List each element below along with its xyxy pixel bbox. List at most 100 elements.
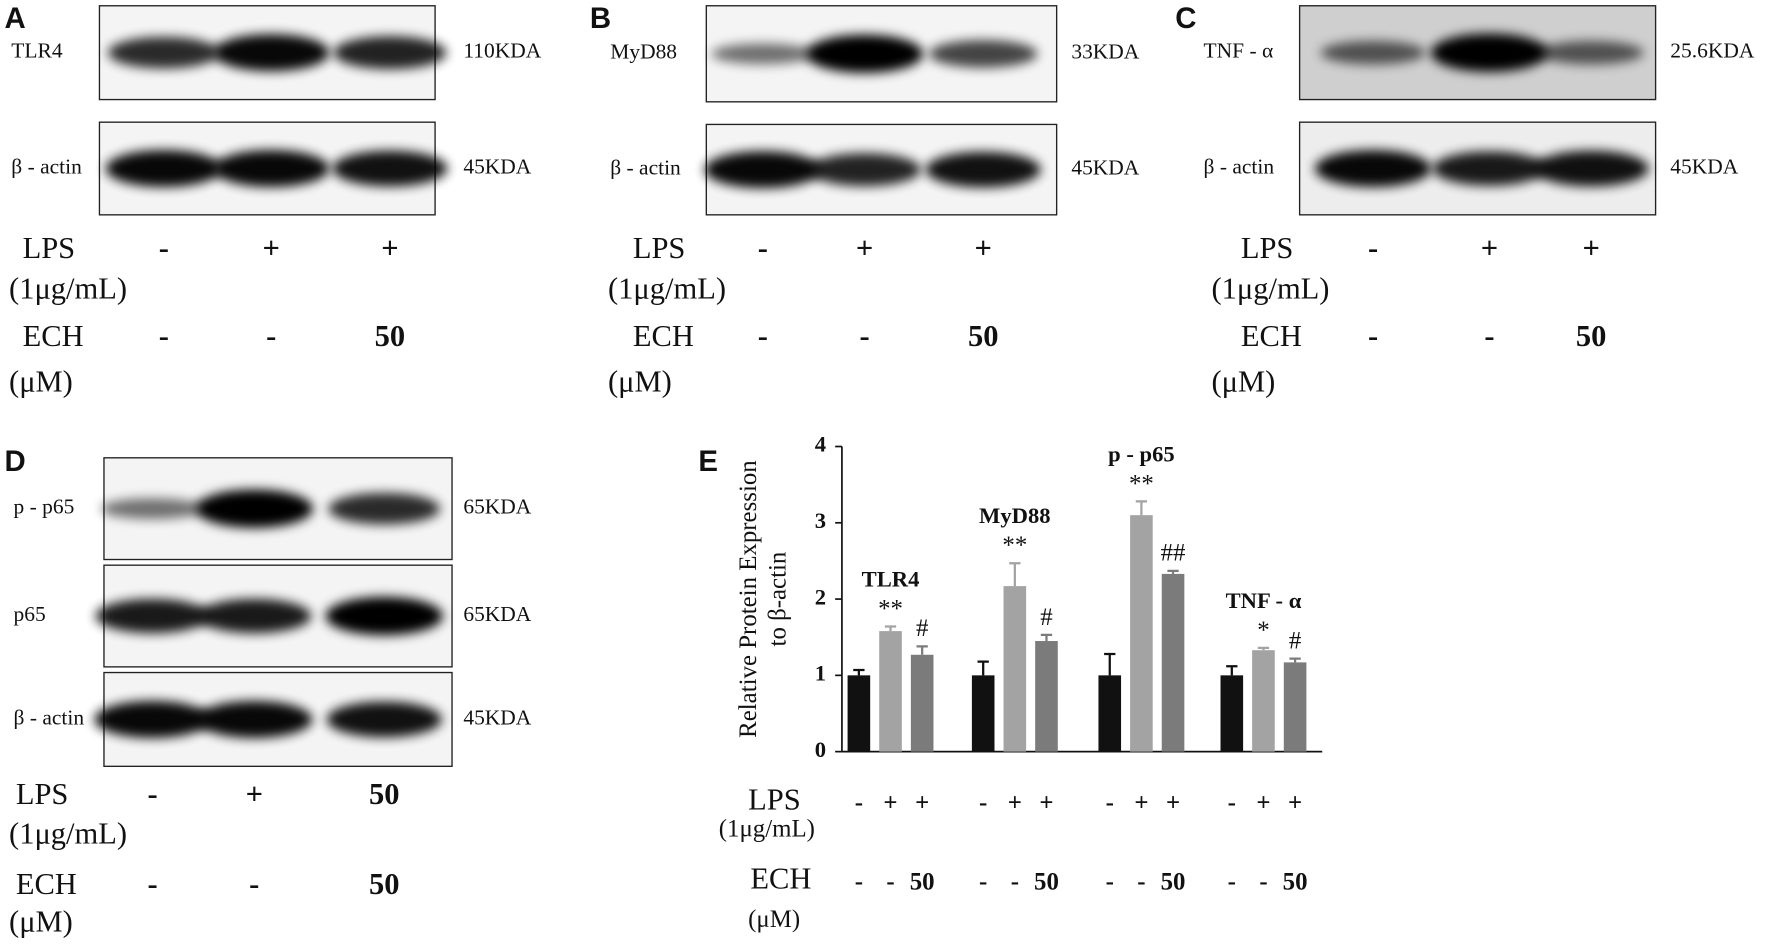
treatment-mark: 50 — [1283, 869, 1308, 896]
blot-label: β - actin — [11, 154, 82, 178]
band — [704, 151, 822, 189]
band — [1430, 33, 1549, 72]
y-axis-label: Relative Protein Expression — [735, 460, 762, 738]
treatment-mark: + — [263, 231, 280, 265]
treatment-unit: (μM) — [748, 906, 800, 933]
significance: # — [1040, 604, 1052, 631]
band — [1314, 149, 1432, 188]
treatment-mark: + — [1288, 789, 1302, 816]
treatment-mark: + — [856, 231, 873, 265]
error-bar — [853, 668, 865, 676]
treatment-unit: (1μg/mL) — [9, 816, 127, 850]
treatment-mark: - — [1368, 231, 1378, 265]
band — [326, 701, 442, 738]
treatment-unit: (1μg/mL) — [9, 272, 127, 306]
error-bar — [1226, 665, 1238, 676]
band — [107, 36, 220, 69]
blot-label: p - p65 — [14, 495, 75, 519]
band — [805, 34, 924, 74]
blot-size: 110KDA — [463, 39, 541, 63]
treatment-unit: (μM) — [9, 364, 73, 398]
band — [213, 34, 330, 72]
treatment-mark: - — [1259, 869, 1267, 896]
treatment-mark: 50 — [369, 777, 400, 811]
treatment-mark: - — [855, 789, 863, 816]
bar — [971, 675, 995, 752]
treatment-mark: - — [1106, 789, 1114, 816]
error-bar — [884, 625, 897, 632]
treatment-mark: - — [758, 319, 768, 353]
significance: * — [1257, 617, 1269, 644]
panel-letter: C — [1175, 2, 1196, 35]
blot-label: TLR4 — [11, 39, 63, 63]
treatment-label: LPS — [16, 777, 69, 811]
blot-size: 45KDA — [463, 154, 531, 178]
treatment-mark: + — [1166, 789, 1180, 816]
significance: ** — [1129, 470, 1154, 497]
blot-label: β - actin — [1204, 154, 1275, 178]
blot-size: 33KDA — [1071, 40, 1139, 64]
bar — [1003, 586, 1027, 752]
treatment-label: LPS — [23, 231, 76, 265]
blot-size: 45KDA — [1071, 156, 1139, 180]
band — [328, 492, 441, 525]
blot-label: β - actin — [610, 156, 681, 180]
treatment-mark: + — [1008, 789, 1022, 816]
treatment-mark: + — [1134, 789, 1148, 816]
blot-label: β - actin — [14, 705, 85, 729]
treatment-mark: - — [1228, 789, 1236, 816]
treatment-label: LPS — [748, 782, 801, 816]
treatment-mark: + — [1256, 789, 1270, 816]
bar — [1130, 515, 1153, 752]
band — [105, 149, 223, 188]
treatment-mark: - — [1011, 869, 1019, 896]
treatment-mark: - — [159, 231, 169, 265]
y-tick-label: 2 — [815, 584, 826, 609]
treatment-mark: - — [855, 869, 863, 896]
bar — [847, 675, 871, 752]
band — [195, 489, 314, 528]
treatment-mark: - — [1137, 869, 1145, 896]
error-bar — [1167, 569, 1179, 574]
y-tick-label: 1 — [815, 661, 826, 686]
band — [95, 598, 210, 634]
band — [928, 40, 1038, 68]
group-label: TNF - α — [1226, 588, 1302, 613]
error-bar — [977, 660, 989, 676]
treatment-unit: (1μg/mL) — [719, 815, 815, 842]
panel-letter: A — [5, 2, 26, 35]
band — [925, 151, 1041, 188]
band — [197, 598, 312, 634]
treatment-unit: (μM) — [1211, 364, 1275, 398]
panel-letter: B — [590, 2, 611, 35]
blot-size: 45KDA — [1670, 154, 1738, 178]
band — [325, 596, 443, 636]
band — [94, 700, 211, 738]
band — [333, 36, 447, 70]
treatment-label: ECH — [750, 862, 811, 896]
treatment-mark: 50 — [1576, 319, 1607, 353]
treatment-mark: - — [266, 319, 276, 353]
treatment-mark: - — [1368, 319, 1378, 353]
treatment-mark: 50 — [1161, 869, 1186, 896]
band — [1533, 150, 1649, 187]
treatment-label: LPS — [1241, 231, 1294, 265]
group-label: MyD88 — [979, 503, 1051, 528]
treatment-label: ECH — [633, 319, 694, 353]
treatment-mark: + — [974, 231, 991, 265]
bar — [1161, 573, 1185, 752]
treatment-unit: (μM) — [608, 364, 672, 398]
error-bar — [1040, 633, 1053, 642]
bar — [1252, 650, 1275, 752]
panel-letter: D — [5, 445, 26, 478]
significance: ** — [1002, 532, 1027, 559]
y-tick-label: 3 — [815, 508, 826, 533]
treatment-mark: + — [246, 777, 263, 811]
band — [1538, 40, 1644, 65]
blot-size: 25.6KDA — [1670, 39, 1755, 63]
treatment-mark: - — [758, 231, 768, 265]
treatment-mark: - — [979, 789, 987, 816]
treatment-mark: + — [883, 789, 897, 816]
treatment-mark: + — [381, 231, 398, 265]
